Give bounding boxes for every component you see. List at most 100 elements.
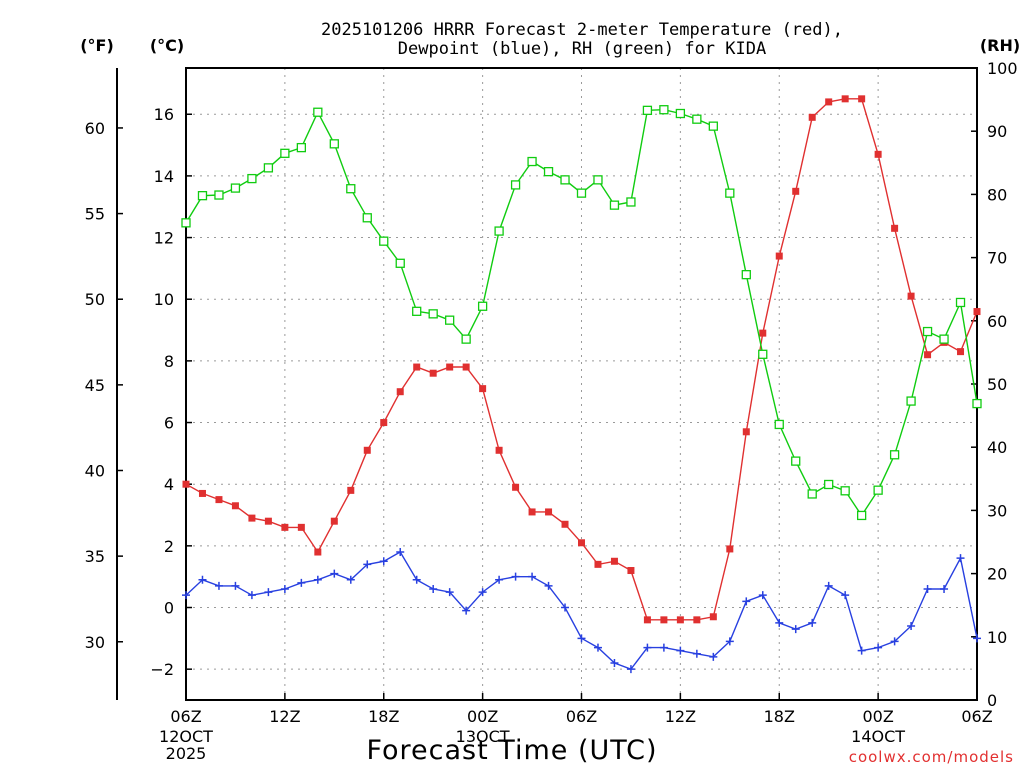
- temperature-point: [363, 446, 371, 454]
- dewpoint-point: [544, 581, 553, 590]
- grid-lines: [186, 68, 977, 700]
- dewpoint-point: [610, 659, 619, 668]
- rh-tick-label: 30: [987, 501, 1007, 520]
- temperature-point: [462, 363, 470, 371]
- temperature-point: [874, 150, 882, 158]
- dewpoint-point: [412, 575, 421, 584]
- series-layer: [181, 95, 982, 674]
- dewpoint-point: [330, 569, 339, 578]
- temperature-point: [446, 363, 454, 371]
- dewpoint-point: [247, 591, 256, 600]
- dewpoint-point: [182, 591, 190, 600]
- dewpoint-point: [940, 585, 949, 594]
- rh-point: [494, 226, 504, 236]
- x-axis-title: Forecast Time (UTC): [366, 735, 657, 766]
- temperature-point: [643, 616, 651, 624]
- rh-point: [708, 121, 718, 131]
- dewpoint-point: [313, 575, 322, 584]
- rh-point: [642, 105, 653, 115]
- dewpoint-point: [231, 581, 240, 590]
- rh-point: [329, 139, 339, 149]
- dewpoint-point: [808, 618, 817, 627]
- rh-tick-label: 90: [987, 122, 1007, 141]
- temperature-point: [495, 446, 503, 454]
- temperature-point: [182, 480, 190, 488]
- rh-point: [939, 334, 949, 344]
- rh-point: [675, 108, 686, 119]
- x-date-label: 14OCT: [851, 727, 905, 746]
- rh-point: [840, 486, 850, 496]
- rh-point: [576, 188, 587, 198]
- celsius-tick-label: 0: [164, 599, 174, 618]
- rh-point: [280, 148, 290, 158]
- temperature-point: [858, 95, 866, 103]
- rh-point: [461, 334, 471, 344]
- dewpoint-point: [841, 591, 850, 600]
- rh-point: [477, 301, 488, 311]
- dewpoint-point: [462, 606, 471, 615]
- rh-point: [313, 107, 323, 117]
- rh-point: [659, 105, 669, 115]
- rh-point: [214, 190, 224, 200]
- temperature-point: [973, 308, 981, 316]
- temperature-point: [413, 363, 421, 371]
- temperature-point: [594, 560, 602, 568]
- dewpoint-point: [709, 652, 718, 661]
- celsius-tick-label: 10: [154, 290, 174, 309]
- dewpoint-point: [692, 649, 701, 658]
- temperature-point: [297, 523, 305, 531]
- dewpoint-point: [874, 643, 883, 652]
- rh-tick-label: 10: [987, 628, 1007, 647]
- rh-point: [510, 180, 521, 190]
- rh-tick-label: 20: [987, 565, 1007, 584]
- chart-title-line-2: Dewpoint (blue), RH (green) for KIDA: [398, 39, 766, 59]
- dewpoint-series: [182, 548, 981, 674]
- temperature-point: [545, 508, 553, 516]
- temperature-point: [775, 252, 783, 260]
- temperature-point: [792, 187, 800, 195]
- temperature-point: [248, 514, 256, 522]
- tick-labels: −2 0 2 4 6 8 10 12 14 16 30 35 40 45 50 55 60 0 10 20 30 40 50…: [85, 59, 1018, 763]
- dewpoint-point: [346, 575, 355, 584]
- rh-tick-label: 80: [987, 185, 1007, 204]
- dewpoint-point: [956, 554, 965, 563]
- x-date-label: 12OCT: [159, 727, 213, 746]
- dewpoint-point: [973, 634, 981, 643]
- temperature-point: [264, 517, 272, 525]
- rh-point: [543, 166, 554, 177]
- celsius-tick-label: 12: [154, 229, 174, 248]
- rh-tick-label: 50: [987, 375, 1007, 394]
- temperature-point: [231, 502, 239, 510]
- celsius-unit-label: (°C): [150, 36, 184, 55]
- rh-point: [889, 450, 900, 460]
- rh-point: [873, 485, 883, 495]
- temperature-point: [660, 616, 668, 624]
- dewpoint-point: [626, 665, 635, 674]
- dewpoint-point: [561, 603, 570, 612]
- temperature-point: [330, 517, 338, 525]
- rh-point: [741, 270, 751, 280]
- x-tick-label: 18Z: [764, 707, 795, 726]
- celsius-tick-label: 16: [154, 105, 174, 124]
- temperature-point: [907, 292, 915, 300]
- rh-tick-label: 60: [987, 312, 1007, 331]
- rh-point: [428, 309, 438, 319]
- rh-point: [824, 479, 834, 490]
- dewpoint-point: [214, 581, 223, 590]
- temperature-point: [561, 520, 569, 528]
- dewpoint-point: [528, 572, 537, 581]
- dewpoint-point: [907, 622, 916, 631]
- temperature-point: [742, 428, 750, 436]
- dewpoint-point: [791, 625, 800, 634]
- rh-point: [807, 489, 817, 499]
- rh-tick-label: 70: [987, 249, 1007, 268]
- dewpoint-point: [495, 575, 504, 584]
- axes: [116, 67, 978, 701]
- x-tick-label: 00Z: [862, 707, 893, 726]
- temperature-point: [215, 496, 223, 504]
- rh-tick-label: 0: [987, 691, 997, 710]
- fahrenheit-tick-label: 45: [85, 376, 105, 395]
- x-tick-label: 12Z: [269, 707, 300, 726]
- rh-point: [263, 163, 274, 173]
